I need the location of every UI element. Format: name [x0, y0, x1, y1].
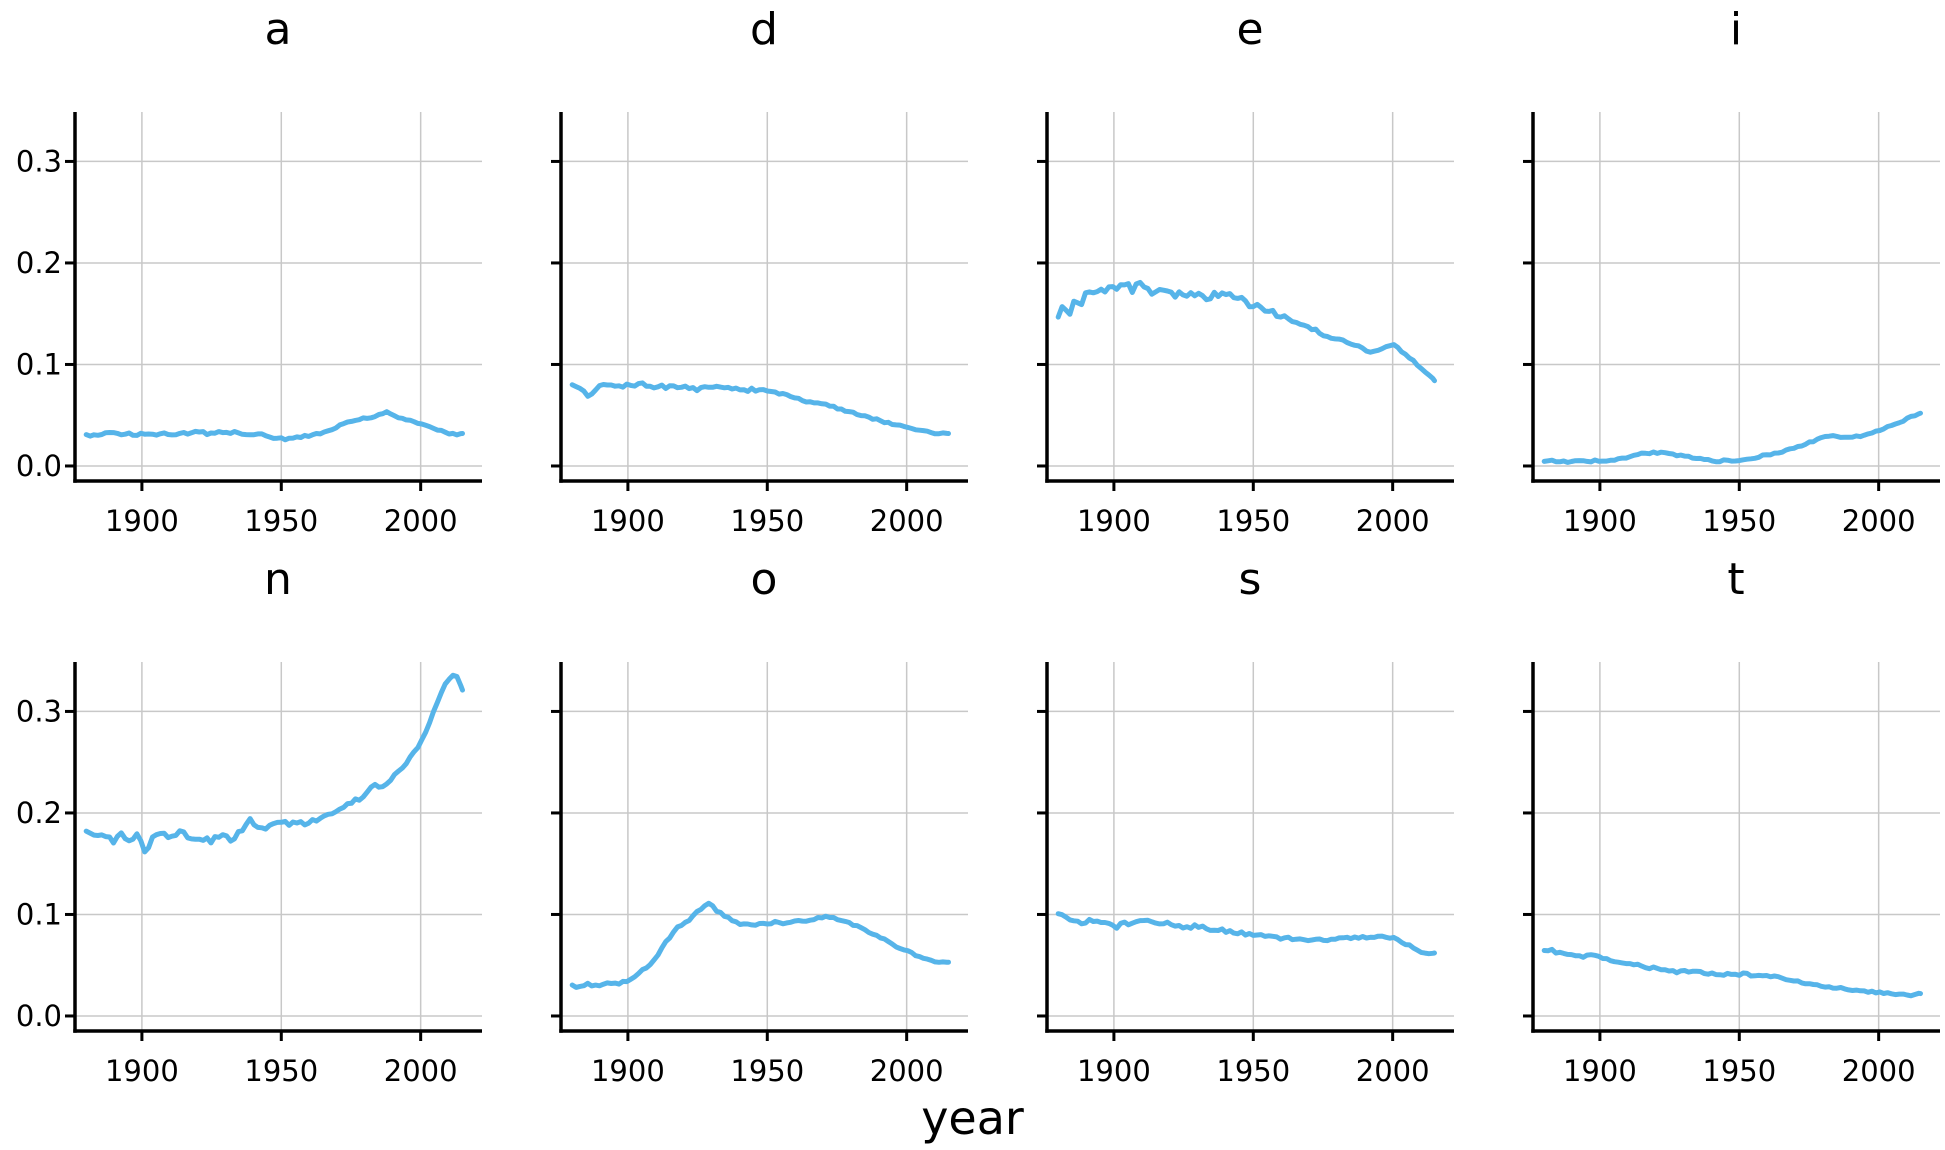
x-tick-label: 2000 — [1356, 504, 1430, 538]
x-tick-label: 1950 — [730, 504, 804, 538]
subplot-i: i 1900 1950 2000 — [1523, 4, 1940, 538]
subplot-row-top: a 1900 1950 2000 0.0 0.1 0.2 0.3 d 1900 1950 200… — [0, 0, 1944, 550]
subplot-a: a 1900 1950 2000 0.0 0.1 0.2 0.3 — [16, 4, 482, 538]
x-tick-label: 2000 — [384, 1054, 458, 1088]
x-tick-label: 2000 — [870, 504, 944, 538]
plot-area-t: 1900 1950 2000 — [1523, 662, 1940, 1088]
x-tick-label: 1900 — [105, 1054, 179, 1088]
x-tick-label: 1900 — [1563, 1054, 1637, 1088]
x-tick-label: 2000 — [1356, 1054, 1430, 1088]
x-tick-label: 1950 — [730, 1054, 804, 1088]
x-tick-label: 2000 — [870, 1054, 944, 1088]
subplot-title-n: n — [264, 554, 292, 605]
x-tick-label: 1900 — [1077, 1054, 1151, 1088]
subplot-title-i: i — [1730, 4, 1742, 55]
subplot-t: t 1900 1950 2000 — [1523, 554, 1940, 1088]
y-tick-label: 0.1 — [16, 897, 62, 931]
y-tick-label: 0.3 — [16, 144, 62, 178]
y-tick-label: 0.2 — [16, 246, 62, 280]
y-tick-label: 0.3 — [16, 694, 62, 728]
y-tick-label: 0.0 — [16, 999, 62, 1033]
y-tick-label: 0.0 — [16, 449, 62, 483]
subplot-d: d 1900 1950 2000 — [551, 4, 968, 538]
frequency-line — [1055, 279, 1437, 384]
frequency-line — [1541, 410, 1923, 465]
subplot-title-d: d — [750, 4, 778, 55]
frequency-line — [1055, 911, 1437, 957]
frequency-line — [83, 672, 465, 855]
x-tick-label: 1900 — [591, 504, 665, 538]
x-tick-label: 1950 — [244, 1054, 318, 1088]
y-tick-label: 0.1 — [16, 347, 62, 381]
frequency-line — [83, 409, 465, 443]
subplot-title-o: o — [751, 554, 778, 605]
subplot-title-e: e — [1236, 4, 1263, 55]
frequency-line — [1541, 946, 1923, 999]
plot-area-n: 1900 1950 2000 0.0 0.1 0.2 0.3 — [16, 662, 482, 1088]
subplot-o: o 1900 1950 2000 — [551, 554, 968, 1088]
x-tick-label: 2000 — [384, 504, 458, 538]
subplot-e: e 1900 1950 2000 — [1037, 4, 1454, 538]
plot-area-a: 1900 1950 2000 0.0 0.1 0.2 0.3 — [16, 112, 482, 538]
y-tick-label: 0.2 — [16, 796, 62, 830]
x-tick-label: 1900 — [1077, 504, 1151, 538]
x-axis-label: year — [921, 1091, 1024, 1145]
subplot-title-t: t — [1727, 554, 1744, 605]
plot-area-s: 1900 1950 2000 — [1037, 662, 1454, 1088]
x-tick-label: 2000 — [1842, 504, 1916, 538]
subplot-n: n 1900 1950 2000 0.0 0.1 0.2 0.3 — [16, 554, 482, 1088]
x-tick-label: 1950 — [1702, 504, 1776, 538]
subplot-row-bottom: n 1900 1950 2000 0.0 0.1 0.2 0.3 o 1900 1950 200… — [0, 550, 1944, 1100]
x-tick-label: 1900 — [591, 1054, 665, 1088]
subplot-title-s: s — [1239, 554, 1262, 605]
x-tick-label: 1950 — [244, 504, 318, 538]
x-tick-label: 1950 — [1702, 1054, 1776, 1088]
x-tick-label: 1900 — [105, 504, 179, 538]
x-tick-label: 1900 — [1563, 504, 1637, 538]
subplot-title-a: a — [265, 4, 292, 55]
subplot-s: s 1900 1950 2000 — [1037, 554, 1454, 1088]
plot-area-o: 1900 1950 2000 — [551, 662, 968, 1088]
plot-area-d: 1900 1950 2000 — [551, 112, 968, 538]
x-tick-label: 1950 — [1216, 504, 1290, 538]
plot-area-e: 1900 1950 2000 — [1037, 112, 1454, 538]
frequency-line — [569, 900, 951, 990]
x-tick-label: 1950 — [1216, 1054, 1290, 1088]
frequency-line — [569, 380, 951, 437]
plot-area-i: 1900 1950 2000 — [1523, 112, 1940, 538]
x-tick-label: 2000 — [1842, 1054, 1916, 1088]
